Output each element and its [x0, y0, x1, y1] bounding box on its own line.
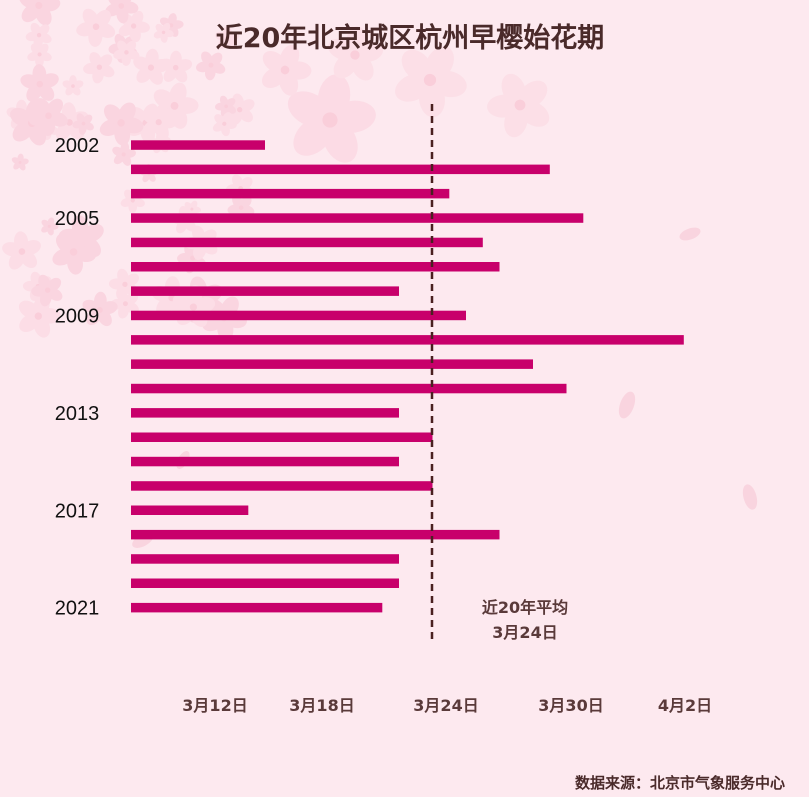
blossom-flower [227, 195, 255, 222]
year-labels-group: 2002 2005 2009 2013 2017 2021 [55, 135, 100, 620]
bars-group [131, 140, 684, 613]
bar-2002 [131, 140, 265, 150]
bar-2015 [131, 456, 399, 467]
blossom-flower [20, 64, 59, 102]
blossom-flower [31, 274, 63, 307]
bar-2021 [131, 602, 383, 613]
blossom-flower [287, 74, 376, 163]
blossom-flower [11, 153, 29, 171]
blossom-flower [328, 26, 384, 81]
blossom-flower [27, 43, 52, 68]
bar-2009 [131, 310, 466, 321]
blossom-flower [212, 112, 237, 137]
bar-2005 [131, 213, 584, 223]
blossom-flower [72, 113, 94, 135]
x-tick-label: 4月2日 [658, 696, 712, 715]
blossom-flower [215, 26, 239, 50]
year-label-2017: 2017 [55, 500, 100, 522]
blossom-decoration [2, 0, 758, 548]
bar-2007 [131, 262, 500, 272]
blossom-flower [120, 189, 145, 213]
bar-2017 [131, 505, 249, 515]
x-tick-label: 3月12日 [182, 696, 247, 715]
year-label-2013: 2013 [55, 403, 100, 425]
bar-2006 [131, 237, 483, 248]
blossom-flower [2, 231, 41, 270]
bar-2013 [131, 408, 399, 418]
bar-2003 [131, 164, 550, 175]
blossom-flower [41, 217, 59, 236]
bar-2010 [131, 335, 684, 345]
year-label-2009: 2009 [55, 306, 100, 328]
blossom-petal [618, 391, 636, 419]
x-tick-label: 3月24日 [413, 696, 478, 715]
blossom-flower [62, 75, 84, 96]
average-label-line1: 近20年平均 [482, 598, 568, 617]
x-tick-label: 3月18日 [289, 696, 354, 715]
bar-2020 [131, 578, 399, 588]
blossom-flower [28, 98, 68, 136]
blossom-petal [679, 227, 701, 241]
blossom-flower [19, 0, 61, 26]
blossom-flower [18, 294, 61, 338]
x-tick-label: 3月30日 [538, 696, 603, 715]
blossom-flower [112, 142, 137, 166]
x-axis-ticks: 3月12日 3月18日 3月24日 3月30日 4月2日 [182, 696, 712, 715]
year-label-2005: 2005 [55, 208, 100, 230]
bar-2011 [131, 359, 533, 369]
average-label-line2: 3月24日 [492, 623, 557, 642]
bar-2018 [131, 529, 500, 540]
blossom-flower [52, 231, 97, 275]
bar-2019 [131, 554, 399, 564]
blossom-flower [395, 46, 467, 118]
blossom-flower [83, 52, 115, 84]
blossom-flower [113, 40, 140, 66]
bar-2004 [131, 188, 450, 199]
blossom-flower [82, 291, 118, 327]
blossom-flower [76, 8, 116, 47]
blossom-flower [487, 73, 550, 138]
blossom-flower [261, 44, 312, 96]
blossom-flower [142, 103, 178, 141]
year-label-2021: 2021 [55, 598, 100, 620]
chart-title: 近20年北京城区杭州早樱始花期 [216, 22, 605, 54]
blossom-petal [742, 484, 758, 510]
blossom-flower [99, 102, 144, 146]
year-label-2002: 2002 [55, 135, 100, 157]
blossom-flower [214, 95, 237, 118]
bar-2014 [131, 432, 433, 442]
bar-2008 [131, 286, 399, 296]
blossom-flower [196, 51, 226, 81]
bar-2016 [131, 481, 433, 491]
blossom-flower [153, 22, 174, 43]
blossom-flower [133, 48, 170, 85]
source-note: 数据来源：北京市气象服务中心 [575, 774, 785, 792]
bar-2012 [131, 383, 567, 394]
